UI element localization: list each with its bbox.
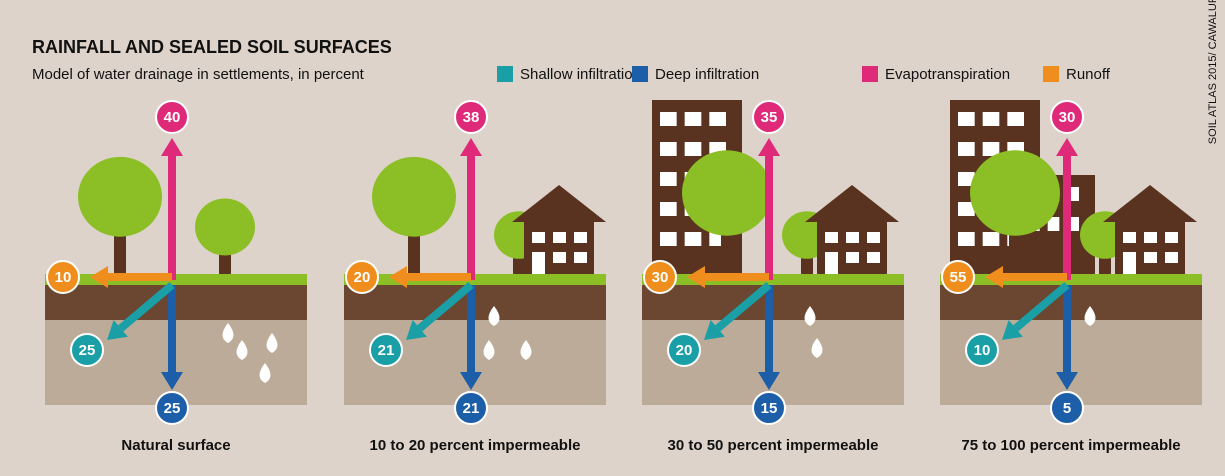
window [1123, 232, 1136, 243]
window [983, 112, 1000, 126]
subtitle: Model of water drainage in settlements, … [32, 66, 365, 83]
window [685, 232, 702, 246]
window [983, 232, 1000, 246]
window [660, 142, 677, 156]
value-label: 35 [761, 109, 778, 126]
source: SOIL ATLAS 2015/ CAWALUP [1207, 0, 1219, 144]
value-label: 30 [1059, 109, 1076, 126]
value-label: 10 [974, 342, 991, 359]
window [958, 112, 975, 126]
window [1165, 252, 1178, 263]
value-label: 55 [950, 269, 967, 286]
panel-label: 75 to 100 percent impermeable [961, 437, 1180, 454]
value-label: 21 [463, 400, 480, 417]
window [867, 252, 880, 263]
title: RAINFALL AND SEALED SOIL SURFACES [32, 37, 392, 57]
tree-crown [195, 199, 255, 256]
panel-label: Natural surface [121, 437, 230, 454]
window [660, 172, 677, 186]
tree-crown [970, 150, 1060, 236]
window [867, 232, 880, 243]
window [709, 112, 726, 126]
infographic: RAINFALL AND SEALED SOIL SURFACES Model … [0, 0, 1225, 476]
value-label: 25 [164, 400, 181, 417]
value-label: 5 [1063, 400, 1071, 417]
window [574, 252, 587, 263]
legend-swatch [497, 66, 513, 82]
value-label: 25 [79, 342, 96, 359]
legend-swatch [862, 66, 878, 82]
window [553, 252, 566, 263]
legend-label: Runoff [1066, 66, 1111, 83]
value-label: 20 [354, 269, 371, 286]
panel-label: 30 to 50 percent impermeable [668, 437, 879, 454]
legend-label: Shallow infiltration [520, 66, 641, 83]
window [532, 232, 545, 243]
value-label: 21 [378, 342, 395, 359]
panel-label: 10 to 20 percent impermeable [370, 437, 581, 454]
legend-swatch [1043, 66, 1059, 82]
legend-label: Deep infiltration [655, 66, 759, 83]
window [660, 232, 677, 246]
window [958, 232, 975, 246]
window [685, 142, 702, 156]
value-label: 30 [652, 269, 669, 286]
window [825, 232, 838, 243]
legend-label: Evapotranspiration [885, 66, 1010, 83]
legend-swatch [632, 66, 648, 82]
value-label: 15 [761, 400, 778, 417]
window [574, 232, 587, 243]
window [846, 232, 859, 243]
window [958, 142, 975, 156]
window [1144, 232, 1157, 243]
window [1165, 232, 1178, 243]
window [846, 252, 859, 263]
value-label: 38 [463, 109, 480, 126]
tree-crown [682, 150, 772, 236]
window [660, 202, 677, 216]
window [553, 232, 566, 243]
window [1144, 252, 1157, 263]
window [1007, 112, 1024, 126]
window [660, 112, 677, 126]
tree-crown [78, 157, 162, 237]
value-label: 20 [676, 342, 693, 359]
value-label: 10 [55, 269, 72, 286]
value-label: 40 [164, 109, 181, 126]
tree-crown [372, 157, 456, 237]
window [685, 112, 702, 126]
